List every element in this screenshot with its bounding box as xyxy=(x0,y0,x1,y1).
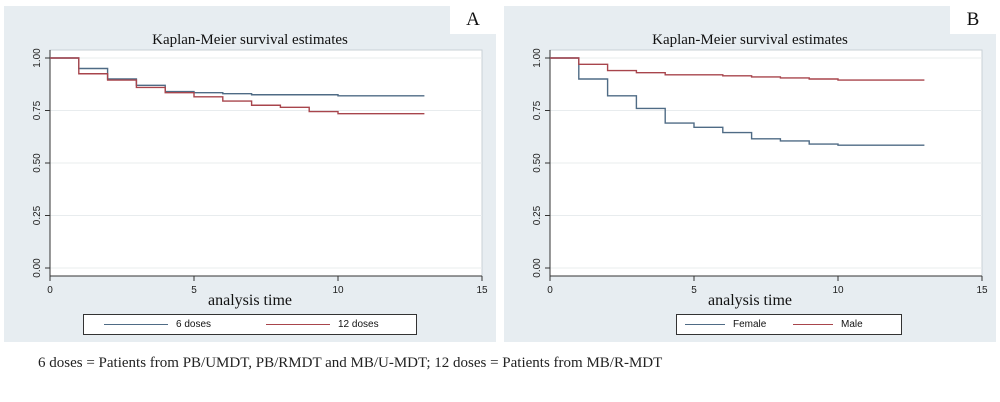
panel-letter: B xyxy=(950,6,996,34)
y-tick-label: 1.00 xyxy=(532,48,543,68)
x-tick-label: 0 xyxy=(47,285,53,296)
legend-swatch xyxy=(104,324,168,325)
series-line-male xyxy=(550,57,925,81)
chart-title: Kaplan-Meier survival estimates xyxy=(652,32,848,48)
legend: Female Male xyxy=(676,314,902,335)
legend-label: Female xyxy=(733,319,767,330)
y-tick-label: 0.25 xyxy=(32,205,43,225)
x-tick-label: 15 xyxy=(976,285,988,296)
legend-swatch xyxy=(266,324,330,325)
figure-caption: 6 doses = Patients from PB/UMDT, PB/RMDT… xyxy=(38,355,663,371)
x-tick-label: 5 xyxy=(691,285,697,296)
x-axis-label: analysis time xyxy=(708,292,792,309)
y-tick-label: 0.50 xyxy=(32,153,43,173)
panel-a: A Kaplan-Meier survival estimates 0.00 0.… xyxy=(4,6,496,342)
panel-letter: A xyxy=(450,6,496,34)
legend-swatch xyxy=(793,324,833,325)
x-tick-label: 10 xyxy=(332,285,344,296)
legend-item: Male xyxy=(793,315,863,334)
x-tick-label: 0 xyxy=(547,285,553,296)
legend-item: Female xyxy=(685,315,766,334)
panel-b: B Kaplan-Meier survival estimates 0.00 0.… xyxy=(504,6,996,342)
series-line-female xyxy=(550,57,925,146)
x-tick-label: 15 xyxy=(476,285,488,296)
y-tick-label: 0.00 xyxy=(32,258,43,278)
legend-item: 12 doses xyxy=(266,315,379,334)
legend-label: 6 doses xyxy=(176,319,212,330)
legend-label: 12 doses xyxy=(338,319,379,330)
y-tick-label: 0.75 xyxy=(32,100,43,120)
y-tick-label: 0.50 xyxy=(532,153,543,173)
y-tick-label: 0.25 xyxy=(532,205,543,225)
y-tick-label: 0.75 xyxy=(532,100,543,120)
x-tick-label: 10 xyxy=(832,285,844,296)
x-axis-label: analysis time xyxy=(208,292,292,309)
legend-label: Male xyxy=(841,319,863,330)
legend-item: 6 doses xyxy=(104,315,211,334)
plot-svg: 0.00 0.25 0.50 0.75 1.00 0 5 10 15 xyxy=(32,48,488,296)
series-line-12-doses xyxy=(50,57,425,115)
x-tick-label: 5 xyxy=(191,285,197,296)
legend: 6 doses 12 doses xyxy=(83,314,417,335)
y-tick-label: 1.00 xyxy=(32,48,43,68)
y-tick-label: 0.00 xyxy=(532,258,543,278)
legend-swatch xyxy=(685,324,725,325)
chart-title: Kaplan-Meier survival estimates xyxy=(152,32,348,48)
plot-svg: 0.00 0.25 0.50 0.75 1.00 0 5 10 15 xyxy=(532,48,988,296)
